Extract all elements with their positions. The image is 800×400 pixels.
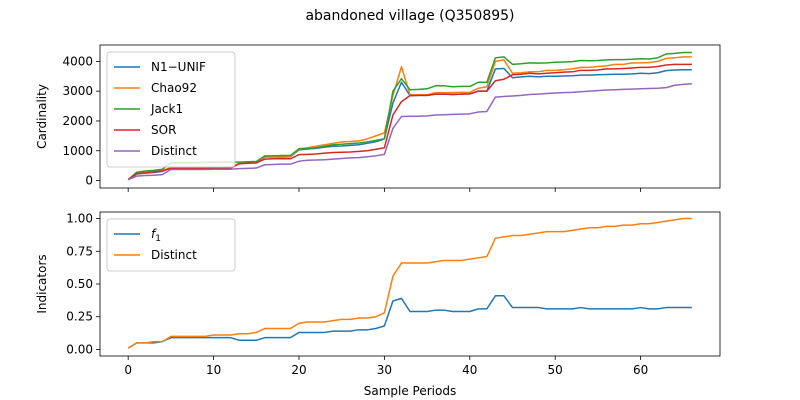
indicators-ytick-label: 0.50 xyxy=(66,277,93,291)
figure-title: abandoned village (Q350895) xyxy=(305,8,514,24)
cardinality-series-line-3 xyxy=(127,63,692,181)
indicators-series-line-1 xyxy=(127,217,692,349)
indicators-xtick-label: 30 xyxy=(377,363,392,377)
indicators-ytick-label: 0.00 xyxy=(66,342,93,356)
cardinality-ytick-label: 4000 xyxy=(62,54,93,68)
cardinality-panel: 0 1000 2000 3000 4000 Cardinality N1−UNIF Chao9… xyxy=(35,44,721,192)
indicators-xtick-label: 10 xyxy=(206,363,221,377)
indicators-xtick-label: 50 xyxy=(548,363,563,377)
cardinality-legend-label-0: N1−UNIF xyxy=(151,60,206,74)
indicators-legend: f1 Distinct xyxy=(106,218,236,272)
cardinality-series-line-4 xyxy=(127,82,692,181)
indicators-xtick-label: 60 xyxy=(633,363,648,377)
cardinality-axes-frame xyxy=(99,44,721,189)
indicators-ytick-label: 0.25 xyxy=(66,310,93,324)
cardinality-ytick-label: 2000 xyxy=(62,114,93,128)
indicators-panel: 0 10 20 30 40 50 60 0.00 0.25 0.50 0.75 1.00 Indicat… xyxy=(35,212,721,398)
cardinality-ytick-label: 0 xyxy=(85,174,93,188)
indicators-series-lines xyxy=(127,217,692,349)
cardinality-legend-label-1: Chao92 xyxy=(151,81,197,95)
cardinality-ytick-label: 1000 xyxy=(62,144,93,158)
indicators-legend-label-0: f1 xyxy=(151,227,161,244)
cardinality-legend-label-4: Distinct xyxy=(151,144,197,158)
indicators-xlabel: Sample Periods xyxy=(364,384,456,398)
indicators-ytick-label: 1.00 xyxy=(66,212,93,226)
indicators-legend-box xyxy=(106,218,236,272)
cardinality-legend-label-2: Jack1 xyxy=(150,102,183,116)
indicators-series-line-0 xyxy=(127,295,692,349)
indicators-xtick-label: 40 xyxy=(462,363,477,377)
cardinality-legend: N1−UNIF Chao92 Jack1 SOR Distinct xyxy=(106,51,236,168)
indicators-legend-label-1: Distinct xyxy=(151,248,197,262)
cardinality-legend-box xyxy=(106,51,236,168)
indicators-ylabel: Indicators xyxy=(35,254,49,313)
cardinality-ylabel: Cardinality xyxy=(35,84,49,149)
cardinality-ytick-label: 3000 xyxy=(62,84,93,98)
indicators-xtick-label: 0 xyxy=(124,363,132,377)
indicators-xtick-label: 20 xyxy=(291,363,306,377)
indicators-ytick-label: 0.75 xyxy=(66,244,93,258)
cardinality-legend-label-3: SOR xyxy=(151,123,176,137)
